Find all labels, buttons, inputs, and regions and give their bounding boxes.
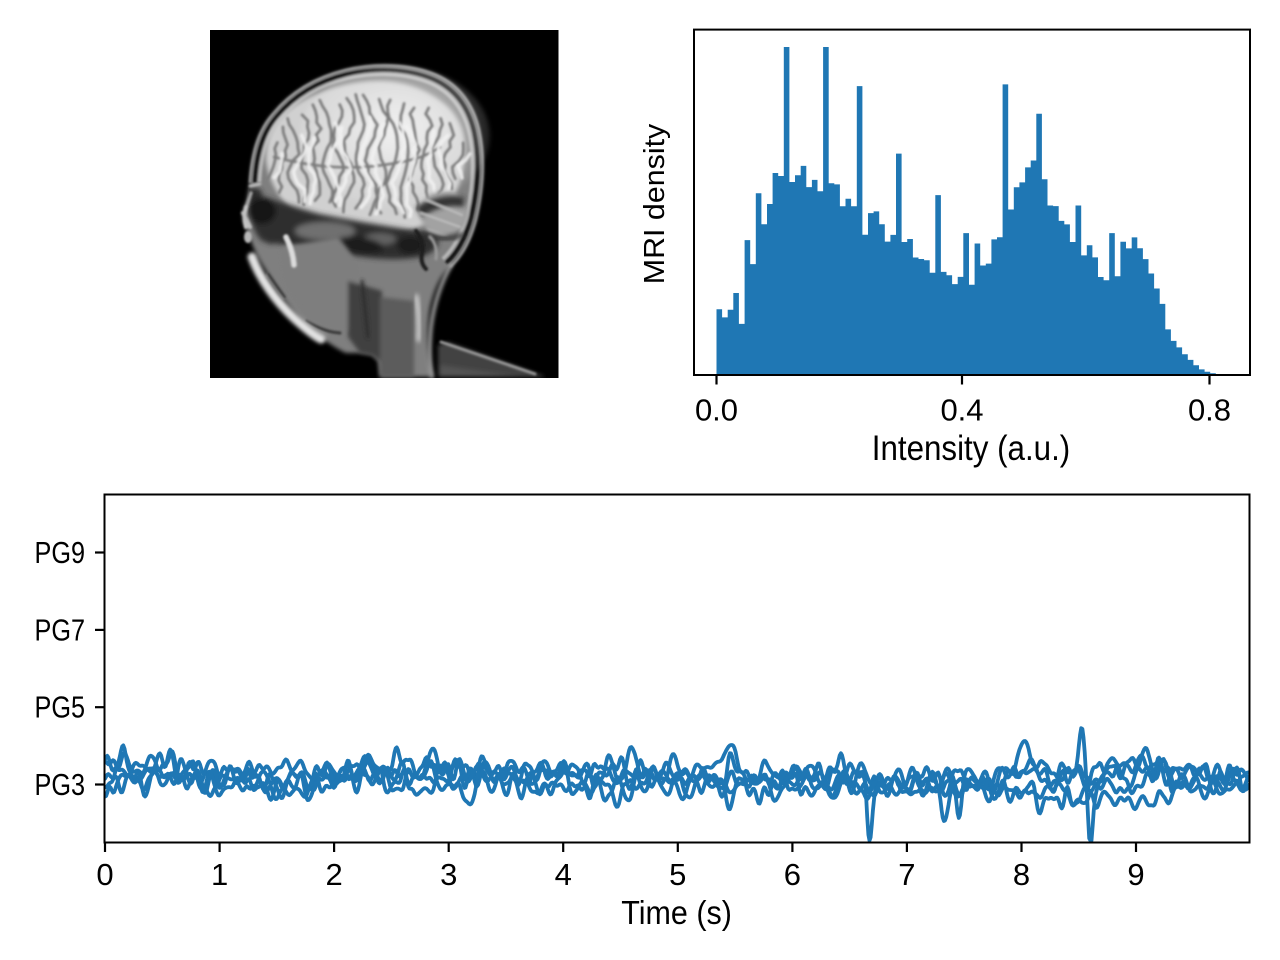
svg-text:8: 8 — [1013, 857, 1030, 892]
svg-text:0.8: 0.8 — [1188, 393, 1231, 428]
svg-text:6: 6 — [784, 857, 801, 892]
svg-text:5: 5 — [669, 857, 686, 892]
svg-text:4: 4 — [555, 857, 572, 892]
svg-text:Intensity (a.u.): Intensity (a.u.) — [872, 429, 1071, 468]
svg-text:MRI density: MRI density — [639, 123, 671, 284]
svg-text:PG3: PG3 — [35, 767, 86, 802]
svg-text:0.4: 0.4 — [940, 393, 983, 428]
svg-text:PG7: PG7 — [35, 612, 86, 647]
svg-text:PG9: PG9 — [35, 535, 86, 570]
svg-text:7: 7 — [898, 857, 915, 892]
svg-text:2: 2 — [325, 857, 342, 892]
svg-text:1: 1 — [211, 857, 228, 892]
svg-text:PG5: PG5 — [35, 690, 86, 725]
svg-text:9: 9 — [1127, 857, 1144, 892]
svg-text:0: 0 — [96, 857, 113, 892]
svg-text:Time (s): Time (s) — [621, 894, 732, 931]
svg-text:0.0: 0.0 — [695, 393, 738, 428]
svg-text:3: 3 — [440, 857, 457, 892]
